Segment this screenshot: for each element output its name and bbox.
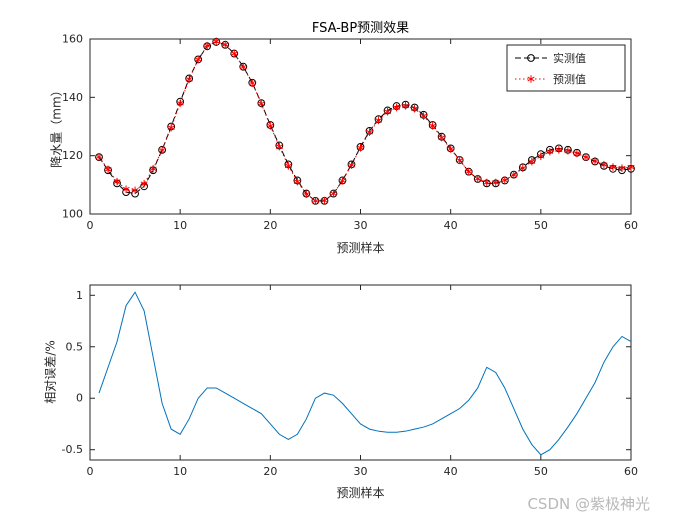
x-tick-label: 10 xyxy=(173,465,187,478)
x-tick-label: 0 xyxy=(87,465,94,478)
series-line xyxy=(98,41,632,202)
y-tick-label: 0.5 xyxy=(66,340,84,353)
x-tick-label: 60 xyxy=(624,219,638,232)
x-tick-label: 30 xyxy=(354,219,368,232)
x-tick-label: 10 xyxy=(173,219,187,232)
bottom-chart: 0 10 20 30 40 50 60 -0.5 0 0.5 1 xyxy=(62,284,638,478)
x-tick-label: 60 xyxy=(624,465,638,478)
x-tick-label: 50 xyxy=(534,465,548,478)
x-tick-label: 30 xyxy=(354,465,368,478)
y-tick-label: -0.5 xyxy=(62,443,83,456)
y-tick-label: 0 xyxy=(76,392,83,405)
legend-label: 预测值 xyxy=(553,73,586,86)
axes-frame xyxy=(89,284,632,461)
y-tick-label: 140 xyxy=(62,91,83,104)
x-tick-label: 20 xyxy=(263,219,277,232)
series-markers xyxy=(95,37,635,205)
series-line xyxy=(98,291,632,456)
x-tick-label: 0 xyxy=(87,219,94,232)
y-tick-label: 1 xyxy=(76,289,83,302)
bottom-chart-ylabel: 相对误差/% xyxy=(43,340,58,404)
y-tick-label: 120 xyxy=(62,149,83,162)
x-tick-label: 50 xyxy=(534,219,548,232)
bottom-chart-xlabel: 预测样本 xyxy=(336,486,385,500)
watermark: CSDN @紫极神光 xyxy=(527,495,650,513)
x-tick-label: 20 xyxy=(263,465,277,478)
y-tick-label: 160 xyxy=(62,33,83,46)
x-tick-label: 40 xyxy=(444,465,458,478)
top-chart-title: FSA-BP预测效果 xyxy=(311,21,410,36)
y-tick-label: 100 xyxy=(62,208,83,221)
legend-label: 实测值 xyxy=(553,51,586,65)
top-chart-ylabel: 降水量（mm） xyxy=(49,84,64,168)
x-tick-label: 40 xyxy=(444,219,458,232)
top-chart-xlabel: 预测样本 xyxy=(336,241,385,255)
legend-box xyxy=(506,44,626,92)
